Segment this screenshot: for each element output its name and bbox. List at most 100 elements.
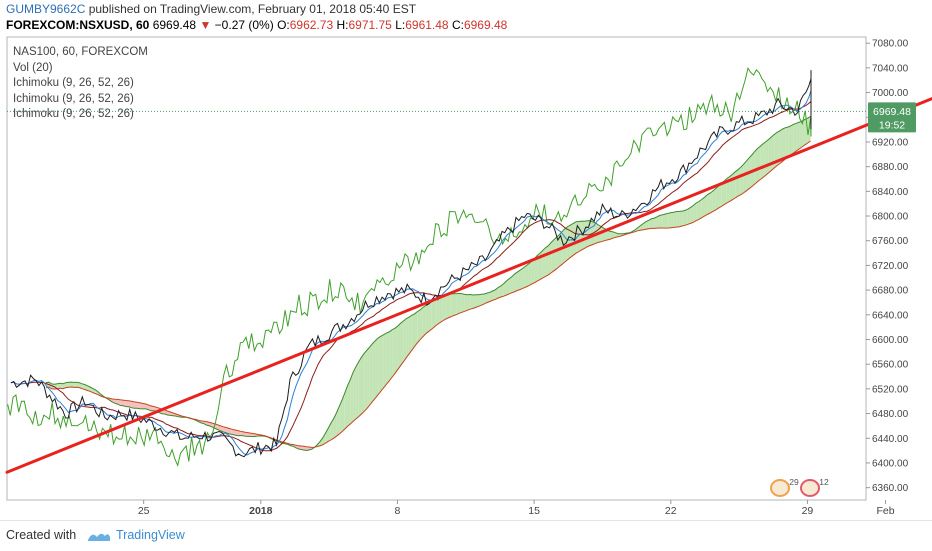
cloud-segment (389, 329, 393, 381)
cloud-segment (492, 289, 496, 301)
cloud-segment (431, 300, 434, 330)
cloud-segment (392, 328, 395, 378)
published-text: published on TradingView.com, February 0… (85, 2, 417, 16)
cloud-segment (531, 258, 535, 285)
cloud-segment (303, 446, 307, 451)
cloud-segment (687, 207, 691, 225)
cloud-segment (712, 188, 716, 212)
username-link[interactable]: GUMBY9662C (6, 2, 86, 16)
legend-item-volume[interactable]: Vol (20) (13, 61, 53, 74)
cloud-segment (724, 178, 727, 205)
cloud-segment (361, 353, 365, 415)
cloud-segment (701, 197, 705, 218)
cloud-segment (548, 242, 552, 275)
cloud-segment (347, 379, 351, 427)
cloud-segment (763, 141, 766, 178)
cloud-segment (319, 438, 323, 446)
cloud-segment (150, 405, 154, 411)
y-tick-label-3: 6480.00 (872, 409, 909, 420)
cloud-segment (344, 385, 348, 430)
legend-item-ichimoku-1[interactable]: Ichimoku (9, 26, 52, 26) (13, 77, 134, 89)
cloud-segment (248, 432, 252, 437)
price-badge-bg (868, 102, 916, 133)
cloud-segment (456, 293, 460, 315)
conversion-line (10, 73, 812, 456)
cloud-segment (707, 193, 711, 215)
y-tick-label-1: 6400.00 (872, 458, 909, 469)
trendline (5, 97, 932, 474)
cloud-segment (367, 346, 370, 409)
cloud-segment (662, 213, 666, 229)
cloud-segment (433, 298, 437, 328)
x-tick-label-0: 25 (138, 505, 150, 517)
cloud-segment (439, 296, 443, 323)
tradingview-logo-icon[interactable] (86, 529, 112, 543)
cloud-segment (142, 403, 146, 409)
cloud-segment (76, 382, 80, 388)
ichimoku-chart[interactable]: 6360.00 6400.00 6440.00 6480.00 6520.00 6560.… (0, 0, 932, 520)
cloud-segment (408, 315, 412, 355)
y-tick-label-16: 7000.00 (872, 88, 909, 99)
cloud-segment (740, 164, 744, 195)
y-tick-label-14: 6920.00 (872, 137, 909, 148)
cloud-segment (565, 226, 568, 262)
cloud-segment (690, 205, 694, 224)
y-tick-label-5: 6560.00 (872, 360, 909, 371)
cloud-segment (489, 290, 493, 302)
cloud-segment (495, 287, 499, 300)
cloud-segment (306, 446, 309, 451)
cloud-segment (799, 121, 803, 149)
cloud-segment (679, 211, 683, 227)
event-date-2: 12 (819, 477, 829, 487)
price-badge-value: 6969.48 (873, 106, 911, 118)
cloud-segment (57, 383, 61, 389)
cloud-segment (470, 294, 474, 310)
cloud-segment (751, 151, 755, 187)
cloud-segment (428, 302, 432, 332)
cloud-segment (657, 215, 660, 229)
y-tick-label-9: 6720.00 (872, 261, 909, 272)
cloud-segment (768, 136, 772, 173)
cloud-segment (336, 406, 340, 437)
cloud-segment (453, 293, 457, 316)
cloud-segment (542, 247, 546, 278)
created-with-text: Created with (6, 528, 77, 542)
cloud-segment (760, 143, 764, 180)
tradingview-brand-link[interactable]: TradingView (116, 528, 185, 542)
cloud-segment (461, 293, 465, 313)
cloud-segment (721, 181, 725, 207)
cloud-segment (512, 273, 515, 293)
close-value: 6969.48 (463, 18, 508, 32)
cloud-segment (383, 332, 387, 388)
cloud-segment (735, 169, 738, 198)
cloud-segment (500, 283, 504, 298)
event-flag-us-icon-1 (770, 479, 790, 497)
cloud-segment (737, 167, 741, 197)
price-line (10, 70, 812, 458)
cloud-segment (537, 253, 540, 282)
y-tick-label-0: 6360.00 (872, 483, 909, 494)
legend-item-ichimoku-2[interactable]: Ichimoku (9, 26, 52, 26) (13, 92, 134, 105)
cloud-segment (397, 323, 401, 370)
cloud-segment (486, 292, 490, 303)
cloud-segment (134, 401, 137, 409)
cloud-segment (380, 334, 384, 392)
low-value: 6961.48 (405, 18, 449, 32)
cloud-segment (793, 123, 797, 153)
cloud-segment (651, 218, 655, 229)
event-flag-us-icon-2 (800, 479, 820, 497)
high-value: 6971.75 (348, 18, 392, 32)
cloud-segment (364, 350, 368, 412)
cloud-segment (355, 361, 359, 419)
legend-item-ichimoku-3[interactable]: Ichimoku (9, 26, 52, 26) (13, 108, 134, 120)
cloud-segment (556, 234, 560, 269)
cloud-segment (237, 430, 241, 436)
y-tick-label-8: 6680.00 (872, 286, 909, 297)
cloud-segment (378, 336, 381, 395)
cloud-segment (475, 294, 479, 308)
cloud-segment (581, 221, 585, 250)
cloud-segment (82, 383, 85, 390)
legend-title[interactable]: NAS100, 60, FOREXCOM (13, 46, 148, 58)
cloud-segment (372, 340, 376, 402)
